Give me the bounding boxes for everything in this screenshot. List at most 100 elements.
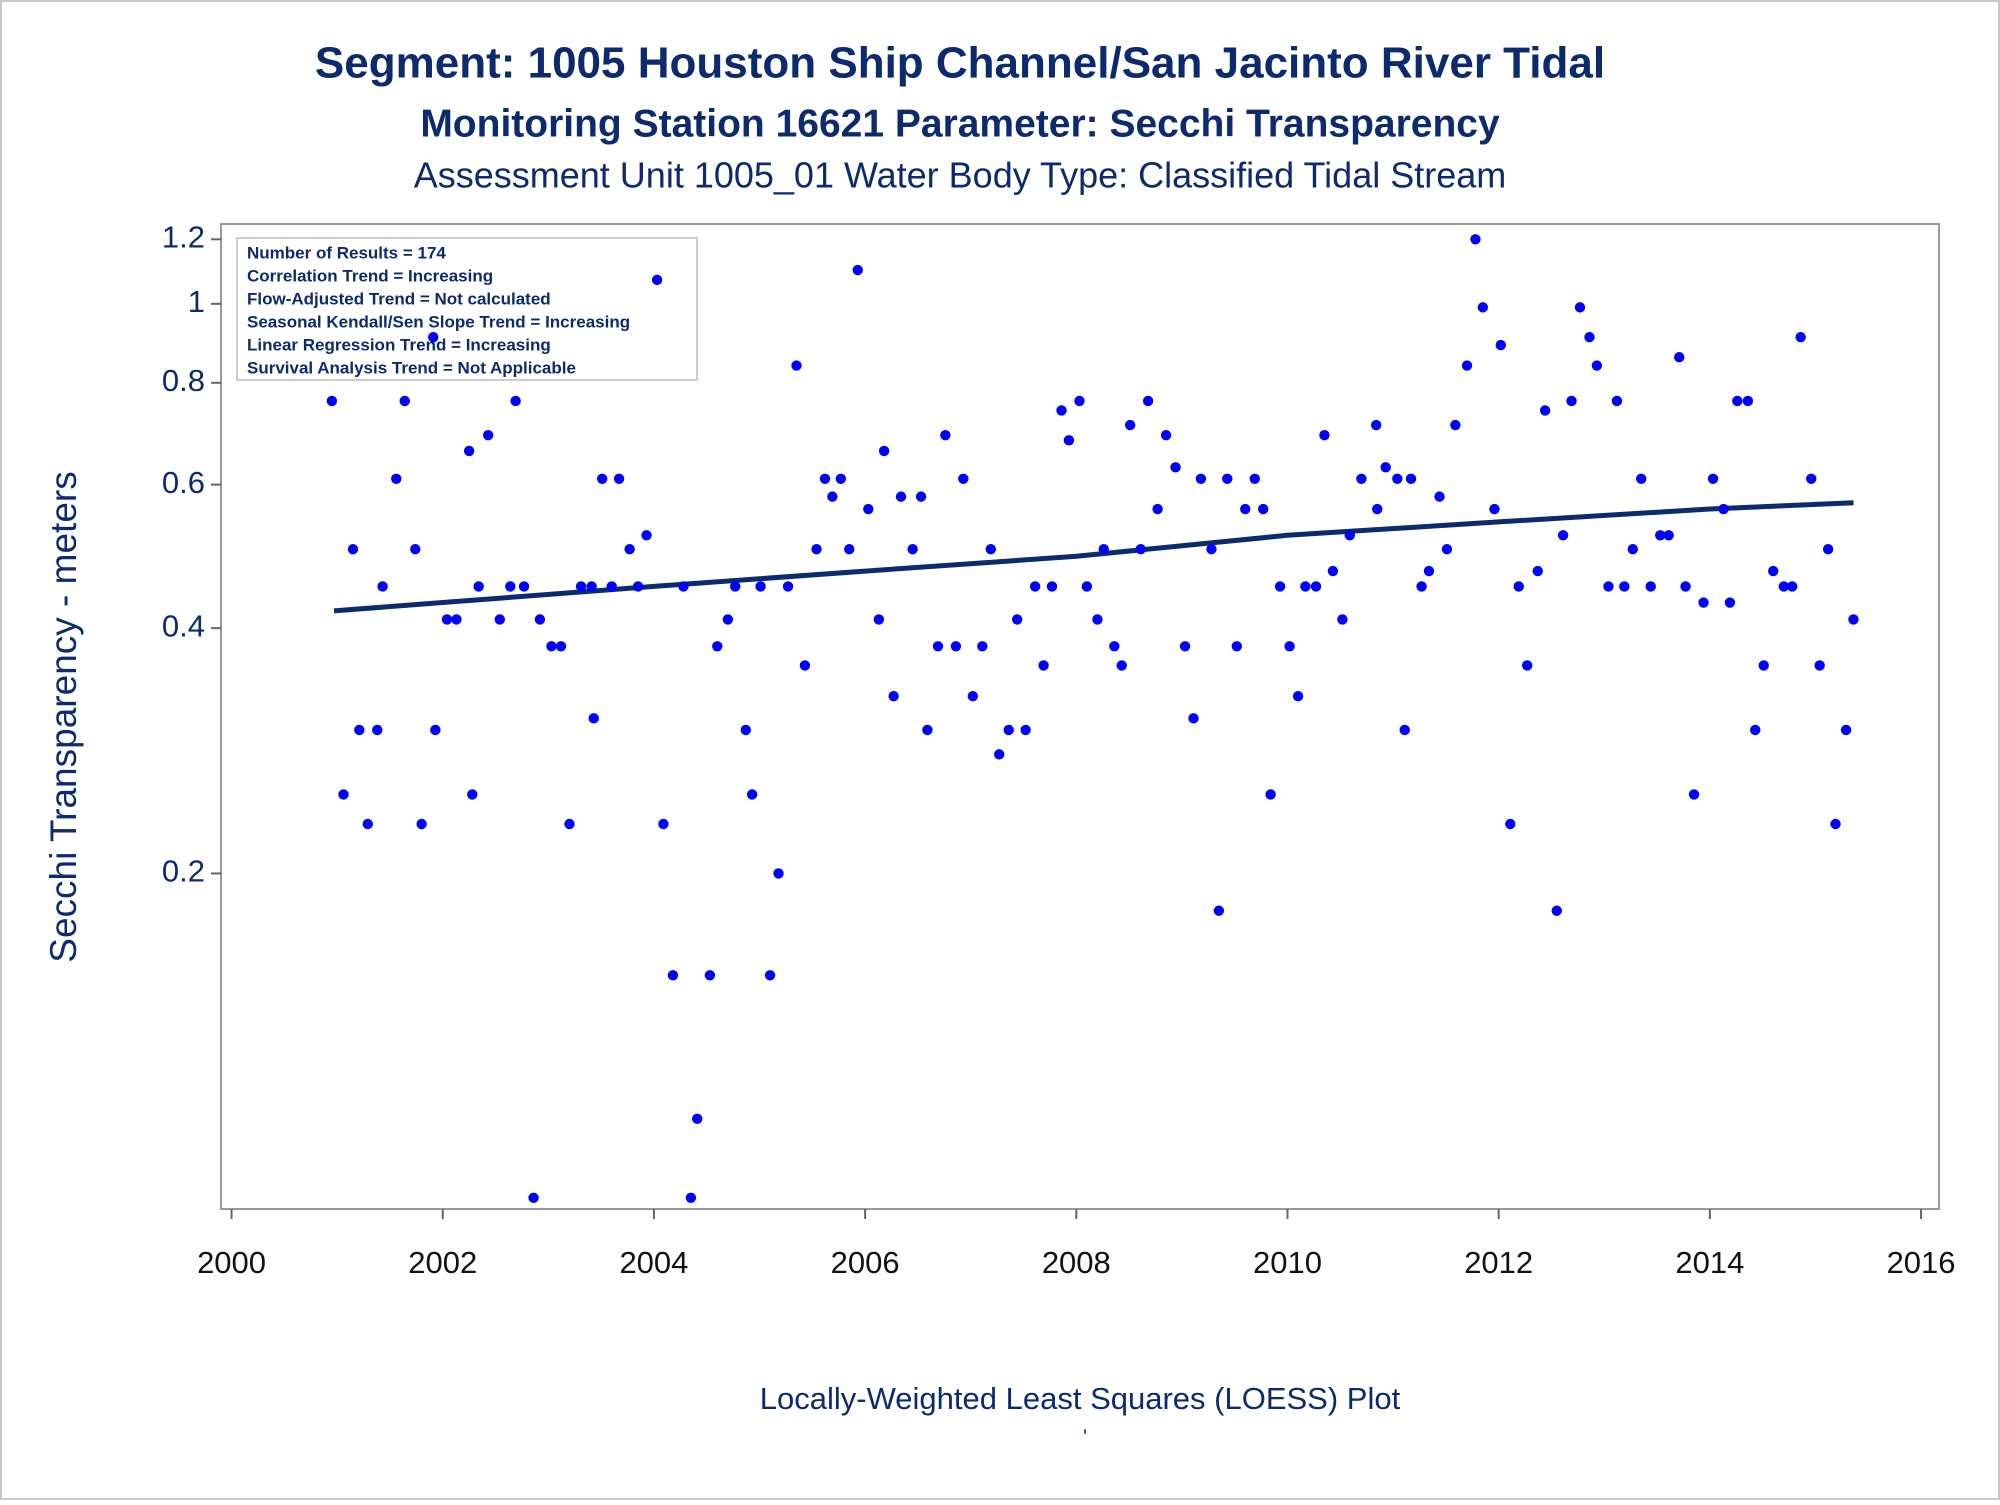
info-text: Linear Regression Trend = Increasing (247, 335, 551, 354)
info-text: Seasonal Kendall/Sen Slope Trend = Incre… (247, 312, 630, 331)
data-point (932, 641, 944, 652)
data-point (1551, 905, 1562, 916)
data-point (1380, 462, 1391, 473)
y-tick-label: 0.4 (162, 608, 205, 643)
data-point (1591, 360, 1603, 371)
x-tick-label: 2006 (831, 1245, 900, 1280)
data-point (1680, 581, 1691, 592)
data-point (1707, 473, 1719, 484)
data-point (1663, 530, 1674, 541)
data-point (441, 614, 453, 625)
data-point (1742, 395, 1754, 407)
data-point (1830, 818, 1841, 830)
data-point (1135, 543, 1146, 555)
data-point (985, 543, 996, 555)
info-box (236, 237, 698, 381)
data-point (1698, 597, 1709, 608)
data-point (430, 724, 441, 736)
info-text: Correlation Trend = Increasing (247, 266, 493, 285)
data-point (863, 503, 874, 515)
data-point (1636, 473, 1647, 484)
data-point (773, 868, 784, 879)
data-point (1081, 581, 1093, 592)
data-point (632, 581, 644, 592)
data-point (1505, 818, 1516, 830)
loess-line (333, 500, 1854, 614)
x-tick-label: 2016 (1887, 1245, 1956, 1280)
data-point (482, 429, 494, 441)
data-point (575, 581, 587, 592)
data-point (782, 581, 794, 592)
data-point (1470, 234, 1481, 245)
data-point (844, 543, 855, 555)
data-point (950, 641, 962, 652)
data-point (799, 660, 811, 671)
data-point (467, 789, 478, 800)
data-point (685, 1192, 697, 1203)
data-point (1674, 352, 1685, 363)
data-point (1011, 614, 1023, 625)
chart-subtitle: Assessment Unit 1005_01 Water Body Type:… (414, 155, 1507, 196)
data-point (1441, 543, 1453, 555)
data-point (1074, 395, 1085, 407)
data-point (326, 395, 338, 407)
data-point (915, 491, 927, 502)
data-point (667, 970, 679, 981)
data-point (958, 473, 969, 484)
data-point (1806, 473, 1817, 484)
data-point (596, 473, 608, 484)
data-point (692, 1113, 703, 1124)
data-point (1109, 641, 1120, 652)
data-point (658, 818, 669, 830)
data-point (1627, 543, 1638, 555)
data-point (1231, 641, 1243, 652)
chart-title: Segment: 1005 Houston Ship Channel/San J… (315, 39, 1605, 88)
plot-area (220, 223, 1940, 1210)
y-tick-label: 1.2 (162, 219, 205, 254)
data-point (1319, 429, 1330, 441)
data-point (1356, 473, 1367, 484)
data-point (1038, 660, 1049, 671)
data-point (819, 473, 831, 484)
data-point (791, 360, 802, 371)
data-point (1370, 419, 1382, 431)
data-point (1020, 724, 1031, 736)
data-point (1566, 395, 1577, 407)
data-point (1284, 641, 1295, 652)
data-point (1513, 581, 1524, 592)
data-point (606, 581, 617, 592)
x-tick-label: 2002 (408, 1245, 477, 1280)
data-point (354, 724, 365, 736)
data-point (1758, 660, 1769, 671)
data-point (1003, 724, 1014, 736)
data-point (534, 614, 546, 625)
data-point (878, 445, 890, 457)
x-tick-label: 2008 (1042, 1245, 1111, 1280)
data-point (1450, 419, 1461, 431)
data-point (1732, 395, 1743, 407)
data-point (1416, 581, 1427, 592)
data-point (1521, 660, 1533, 671)
data-point (1142, 395, 1154, 407)
x-tick-label: 2000 (197, 1245, 266, 1280)
data-point (1116, 660, 1127, 671)
data-point (1434, 491, 1445, 502)
data-point (1179, 641, 1191, 652)
data-point (1063, 435, 1075, 446)
data-point (546, 641, 557, 652)
data-point (510, 395, 521, 407)
y-axis-label: Secchi Transparency - meters (43, 471, 84, 962)
data-point (1603, 581, 1614, 592)
data-point (1750, 724, 1761, 736)
data-point (528, 1192, 539, 1203)
data-point (977, 641, 988, 652)
data-point (835, 473, 847, 484)
data-point (740, 724, 751, 736)
x-tick-label: 2014 (1675, 1245, 1744, 1280)
data-point (588, 713, 599, 724)
data-point (1840, 724, 1852, 736)
data-point (1688, 789, 1700, 800)
x-tick-label: 2004 (619, 1245, 688, 1280)
data-point (1029, 581, 1041, 592)
